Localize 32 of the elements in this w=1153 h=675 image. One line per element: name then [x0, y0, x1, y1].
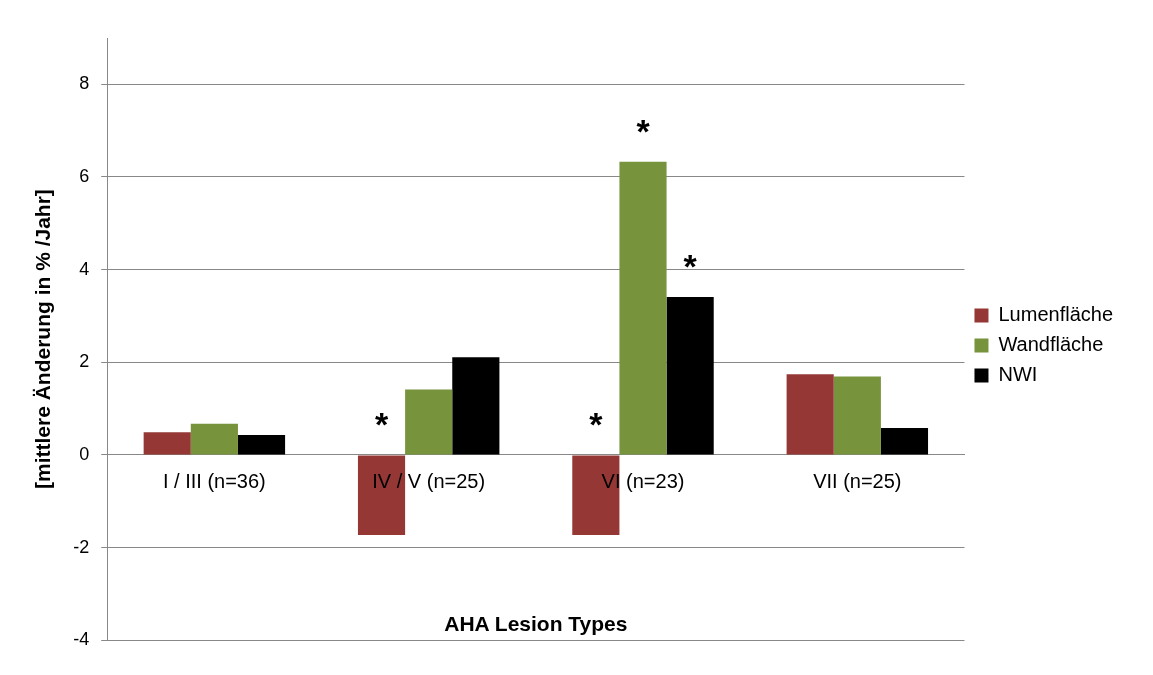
bar — [786, 374, 834, 455]
x-tick-label: VI (n=23) — [601, 470, 685, 493]
bar — [143, 432, 191, 455]
bar — [880, 428, 929, 455]
bar — [572, 455, 620, 536]
x-tick-label: IV / V (n=25) — [372, 470, 486, 493]
x-axis-title: AHA Lesion Types — [444, 612, 628, 636]
x-tick-label: I / III (n=36) — [162, 470, 266, 493]
x-tick-label: VII (n=25) — [813, 470, 902, 493]
bar — [619, 161, 667, 455]
bar — [666, 296, 714, 455]
legend-label: Lumenfläche — [998, 303, 1114, 326]
legend-label: NWI — [998, 363, 1038, 386]
bar — [452, 357, 500, 455]
y-tick-label: 8 — [79, 73, 90, 94]
bar — [190, 423, 238, 455]
y-tick-label: 4 — [79, 258, 90, 279]
annotation: * — [636, 112, 651, 151]
y-axis-title: [mittlere Änderung in % /Jahr] — [31, 189, 55, 490]
bar — [833, 376, 881, 455]
bar — [357, 455, 406, 536]
y-tick-label: 0 — [79, 443, 90, 464]
annotation: * — [683, 247, 698, 286]
bar — [237, 434, 286, 455]
y-tick-label: 2 — [79, 351, 90, 372]
annotation: * — [374, 405, 389, 444]
bar — [405, 389, 453, 455]
annotation: * — [589, 405, 604, 444]
legend-label: Wandfläche — [998, 333, 1104, 356]
y-tick-label: -2 — [73, 536, 90, 557]
y-tick-label: -4 — [73, 629, 90, 650]
y-tick-label: 6 — [79, 165, 90, 186]
